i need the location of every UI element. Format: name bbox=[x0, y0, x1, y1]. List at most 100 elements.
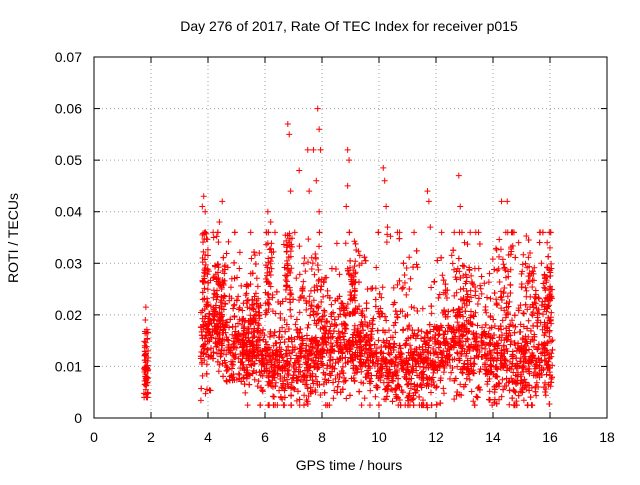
data-point bbox=[366, 402, 373, 409]
data-point bbox=[264, 299, 271, 306]
data-point bbox=[247, 270, 254, 277]
data-point bbox=[525, 254, 532, 261]
data-point bbox=[358, 260, 365, 267]
data-point bbox=[542, 379, 548, 386]
data-point bbox=[534, 310, 541, 317]
data-point bbox=[462, 308, 469, 315]
data-point bbox=[545, 253, 552, 260]
data-point bbox=[300, 354, 307, 361]
data-point bbox=[278, 333, 285, 340]
data-point bbox=[296, 271, 303, 278]
data-point bbox=[522, 260, 529, 267]
data-point bbox=[534, 323, 541, 330]
data-point bbox=[538, 302, 545, 309]
data-point bbox=[401, 271, 408, 278]
data-point bbox=[514, 373, 521, 380]
data-point bbox=[231, 312, 238, 319]
data-point bbox=[290, 372, 297, 379]
data-point bbox=[300, 402, 307, 409]
data-point bbox=[308, 302, 315, 309]
data-point bbox=[453, 268, 460, 275]
data-point bbox=[329, 356, 336, 363]
data-point bbox=[447, 375, 454, 382]
data-point bbox=[356, 252, 363, 259]
data-point bbox=[369, 351, 376, 358]
data-point bbox=[256, 322, 263, 329]
data-point bbox=[432, 324, 439, 331]
data-point bbox=[437, 400, 444, 407]
data-point bbox=[297, 294, 304, 301]
data-point bbox=[266, 379, 273, 386]
data-point bbox=[253, 338, 260, 345]
data-point bbox=[225, 344, 232, 351]
data-point bbox=[346, 392, 353, 399]
data-point bbox=[257, 330, 264, 337]
data-point bbox=[406, 285, 413, 292]
data-point bbox=[453, 392, 460, 399]
data-point bbox=[296, 396, 303, 403]
data-point bbox=[202, 390, 209, 397]
data-point bbox=[348, 375, 355, 382]
data-point bbox=[200, 278, 207, 285]
data-point bbox=[451, 396, 458, 403]
data-point bbox=[305, 321, 312, 328]
data-point bbox=[307, 287, 314, 294]
data-point bbox=[440, 390, 447, 397]
y-tick-label: 0.06 bbox=[55, 101, 82, 117]
data-point bbox=[436, 291, 443, 298]
data-point bbox=[356, 303, 363, 310]
data-point bbox=[256, 249, 263, 256]
data-point bbox=[533, 379, 540, 386]
data-point bbox=[319, 346, 326, 353]
data-point bbox=[410, 264, 417, 271]
data-point bbox=[379, 355, 386, 362]
data-point bbox=[357, 330, 364, 337]
data-point bbox=[370, 359, 377, 366]
data-point bbox=[482, 321, 489, 328]
data-point bbox=[215, 239, 222, 246]
data-point bbox=[491, 331, 498, 338]
data-point bbox=[199, 255, 206, 262]
data-point bbox=[468, 388, 475, 395]
data-point bbox=[231, 338, 238, 345]
data-point bbox=[466, 344, 473, 351]
data-point bbox=[393, 372, 400, 379]
data-point bbox=[207, 345, 214, 352]
data-point bbox=[466, 267, 473, 274]
data-point bbox=[255, 334, 262, 341]
data-point bbox=[522, 379, 529, 386]
data-point bbox=[142, 317, 149, 324]
data-point bbox=[201, 306, 208, 313]
data-point bbox=[230, 344, 237, 351]
data-point bbox=[316, 208, 323, 215]
data-point bbox=[303, 397, 310, 404]
data-point bbox=[347, 257, 354, 264]
data-point bbox=[432, 348, 439, 355]
data-point bbox=[216, 317, 223, 324]
data-point bbox=[229, 323, 236, 330]
data-point bbox=[318, 283, 325, 290]
data-point bbox=[536, 239, 543, 246]
data-point bbox=[481, 351, 488, 358]
data-point bbox=[535, 384, 542, 391]
data-point bbox=[501, 356, 508, 363]
data-point bbox=[503, 330, 510, 337]
data-point bbox=[502, 229, 509, 236]
data-point bbox=[472, 288, 479, 295]
data-point bbox=[198, 361, 205, 368]
data-point bbox=[407, 385, 414, 392]
data-point bbox=[373, 264, 380, 271]
data-point bbox=[519, 335, 526, 342]
data-point bbox=[426, 375, 433, 382]
data-point bbox=[315, 266, 322, 273]
data-point bbox=[402, 340, 409, 347]
data-point bbox=[545, 381, 552, 388]
data-point bbox=[201, 335, 208, 342]
data-point bbox=[207, 332, 214, 339]
data-point bbox=[531, 355, 538, 362]
data-point bbox=[399, 365, 406, 372]
data-point bbox=[312, 373, 319, 380]
data-point bbox=[145, 347, 152, 354]
data-point bbox=[277, 300, 284, 307]
data-point bbox=[389, 334, 396, 341]
